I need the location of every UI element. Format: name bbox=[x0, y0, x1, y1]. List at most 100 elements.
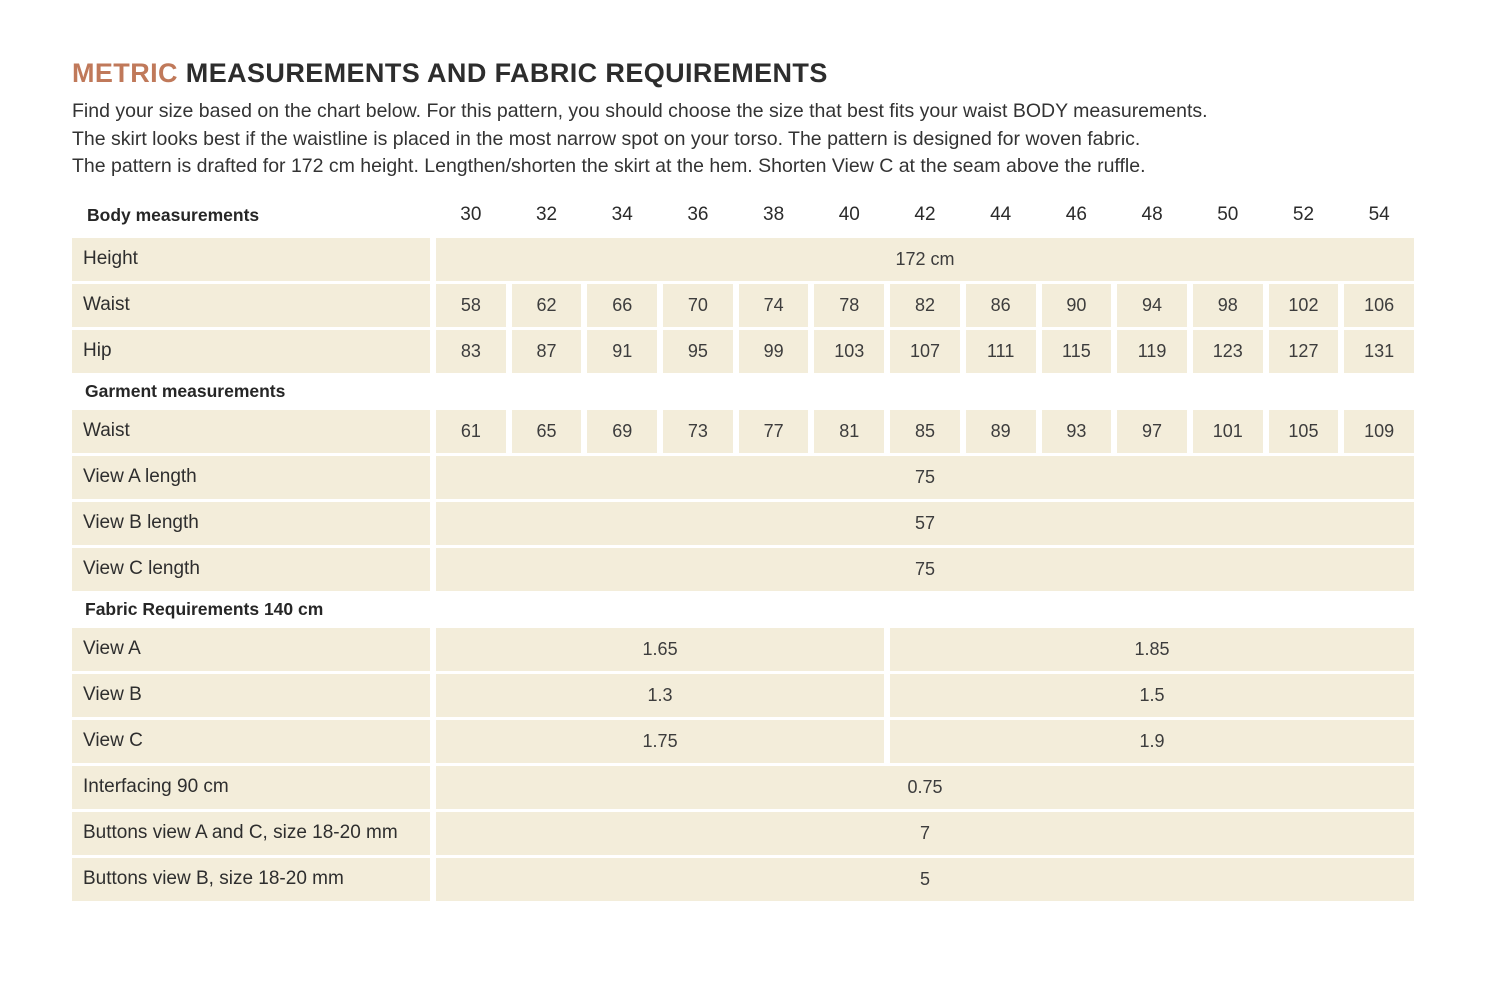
row-label: Buttons view B, size 18-20 mm bbox=[72, 857, 430, 901]
table-body: Height 172 cm Waist 58 62 66 70 74 78 82 86 90 94 98 1… bbox=[72, 237, 1417, 901]
row-value-cell: 102 bbox=[1268, 283, 1339, 327]
row-value-cell: 91 bbox=[587, 329, 658, 373]
row-value-cell: 119 bbox=[1117, 329, 1187, 373]
intro-line-2: The skirt looks best if the waistline is… bbox=[72, 127, 1141, 150]
row-value-cell: 131 bbox=[1344, 329, 1414, 373]
table-header-row: Body measurements 30 32 34 36 38 40 42 44 46 48 50… bbox=[72, 200, 1414, 231]
table-row: View A 1.65 1.85 bbox=[72, 627, 1414, 671]
size-column-header: 48 bbox=[1141, 204, 1163, 225]
row-label: Buttons view A and C, size 18-20 mm bbox=[72, 811, 430, 855]
table-row: Waist 58 62 66 70 74 78 82 86 90 94 98 102 106 bbox=[72, 283, 1414, 327]
intro-line-1: Find your size based on the chart below.… bbox=[72, 100, 1208, 122]
row-value-cell: 65 bbox=[511, 409, 582, 453]
table-row: Interfacing 90 cm 0.75 bbox=[72, 765, 1414, 809]
row-value-cell: 61 bbox=[436, 409, 506, 453]
table-row: Buttons view A and C, size 18-20 mm 7 bbox=[72, 811, 1414, 855]
row-value-cell: 90 bbox=[1041, 283, 1112, 327]
size-column-header: 38 bbox=[763, 204, 785, 225]
row-label: View C bbox=[72, 719, 430, 763]
row-value-cell: 103 bbox=[814, 329, 885, 373]
size-column-header: 34 bbox=[611, 204, 633, 225]
row-label: View A length bbox=[72, 455, 430, 499]
row-value-cell: 97 bbox=[1117, 409, 1187, 453]
size-column-header: 32 bbox=[535, 204, 558, 225]
size-column-header: 52 bbox=[1292, 204, 1315, 225]
row-value-span: 172 cm bbox=[436, 237, 1414, 281]
table-row: View B 1.3 1.5 bbox=[72, 673, 1414, 717]
row-value-cell: 95 bbox=[663, 329, 733, 373]
row-value-right-half: 1.9 bbox=[890, 719, 1414, 763]
row-value-span: 75 bbox=[436, 547, 1414, 591]
row-value-span: 5 bbox=[436, 857, 1414, 901]
row-value-cell: 111 bbox=[965, 329, 1036, 373]
size-column-header: 54 bbox=[1368, 204, 1390, 225]
table-row: Hip 83 87 91 95 99 103 107 111 115 119 123 127 131 bbox=[72, 329, 1414, 373]
row-label: View B length bbox=[72, 501, 430, 545]
page-title-rest: MEASUREMENTS AND FABRIC REQUIREMENTS bbox=[177, 58, 828, 88]
row-value-left-half: 1.65 bbox=[436, 627, 885, 671]
row-value-cell: 73 bbox=[663, 409, 733, 453]
row-value-cell: 109 bbox=[1344, 409, 1414, 453]
row-value-cell: 99 bbox=[738, 329, 809, 373]
table-row: View A length 75 bbox=[72, 455, 1414, 499]
size-column-header: 42 bbox=[914, 204, 936, 225]
row-value-cell: 123 bbox=[1192, 329, 1263, 373]
row-value-span: 57 bbox=[436, 501, 1414, 545]
page-title: METRIC MEASUREMENTS AND FABRIC REQUIREME… bbox=[72, 58, 1417, 89]
size-column-header: 30 bbox=[460, 204, 482, 225]
row-value-cell: 70 bbox=[663, 283, 733, 327]
size-column-header: 50 bbox=[1217, 204, 1239, 225]
row-value-cell: 77 bbox=[738, 409, 809, 453]
row-value-cell: 127 bbox=[1268, 329, 1339, 373]
row-value-span: 7 bbox=[436, 811, 1414, 855]
intro-paragraph: Find your size based on the chart below.… bbox=[72, 98, 1417, 181]
page-title-accent: METRIC bbox=[72, 58, 178, 88]
row-value-left-half: 1.3 bbox=[436, 673, 885, 717]
table-row: View C length 75 bbox=[72, 547, 1414, 591]
section-header: Garment measurements bbox=[72, 375, 1414, 407]
row-value-cell: 66 bbox=[587, 283, 658, 327]
size-column-header: 46 bbox=[1065, 204, 1087, 225]
table-row: View B length 57 bbox=[72, 501, 1414, 545]
row-value-cell: 78 bbox=[814, 283, 885, 327]
row-value-cell: 69 bbox=[587, 409, 658, 453]
row-value-right-half: 1.5 bbox=[890, 673, 1414, 717]
row-value-cell: 98 bbox=[1192, 283, 1263, 327]
row-label: Height bbox=[72, 237, 430, 281]
row-value-left-half: 1.75 bbox=[436, 719, 885, 763]
row-value-cell: 94 bbox=[1117, 283, 1187, 327]
row-value-cell: 93 bbox=[1041, 409, 1112, 453]
row-value-cell: 105 bbox=[1268, 409, 1339, 453]
size-column-header: 40 bbox=[838, 204, 860, 225]
row-value-cell: 83 bbox=[436, 329, 506, 373]
row-label: View C length bbox=[72, 547, 430, 591]
size-column-header: 44 bbox=[990, 204, 1012, 225]
row-value-span: 0.75 bbox=[436, 765, 1414, 809]
table-row: View C 1.75 1.9 bbox=[72, 719, 1414, 763]
table-header-label: Body measurements bbox=[87, 204, 260, 225]
row-label: View B bbox=[72, 673, 430, 717]
row-value-cell: 62 bbox=[511, 283, 582, 327]
page: METRIC MEASUREMENTS AND FABRIC REQUIREME… bbox=[72, 58, 1417, 901]
size-column-header: 36 bbox=[687, 204, 709, 225]
table-row: Height 172 cm bbox=[72, 237, 1414, 281]
row-value-cell: 58 bbox=[436, 283, 506, 327]
row-value-cell: 106 bbox=[1344, 283, 1414, 327]
row-label: Waist bbox=[72, 409, 430, 453]
row-label: Hip bbox=[72, 329, 430, 373]
intro-line-3: The pattern is drafted for 172 cm height… bbox=[72, 155, 1146, 177]
row-value-cell: 87 bbox=[511, 329, 582, 373]
row-value-cell: 74 bbox=[738, 283, 809, 327]
row-value-cell: 85 bbox=[890, 409, 960, 453]
row-value-cell: 82 bbox=[890, 283, 960, 327]
section-header: Fabric Requirements 140 cm bbox=[72, 593, 1414, 625]
row-value-cell: 89 bbox=[965, 409, 1036, 453]
row-value-cell: 101 bbox=[1192, 409, 1263, 453]
row-label: View A bbox=[72, 627, 430, 671]
row-value-span: 75 bbox=[436, 455, 1414, 499]
measurements-table: Body measurements 30 32 34 36 38 40 42 44 46 48 50… bbox=[72, 200, 1417, 901]
row-label: Waist bbox=[72, 283, 430, 327]
row-value-cell: 86 bbox=[965, 283, 1036, 327]
row-label: Interfacing 90 cm bbox=[72, 765, 430, 809]
table-row: Waist 61 65 69 73 77 81 85 89 93 97 101 105 109 bbox=[72, 409, 1414, 453]
